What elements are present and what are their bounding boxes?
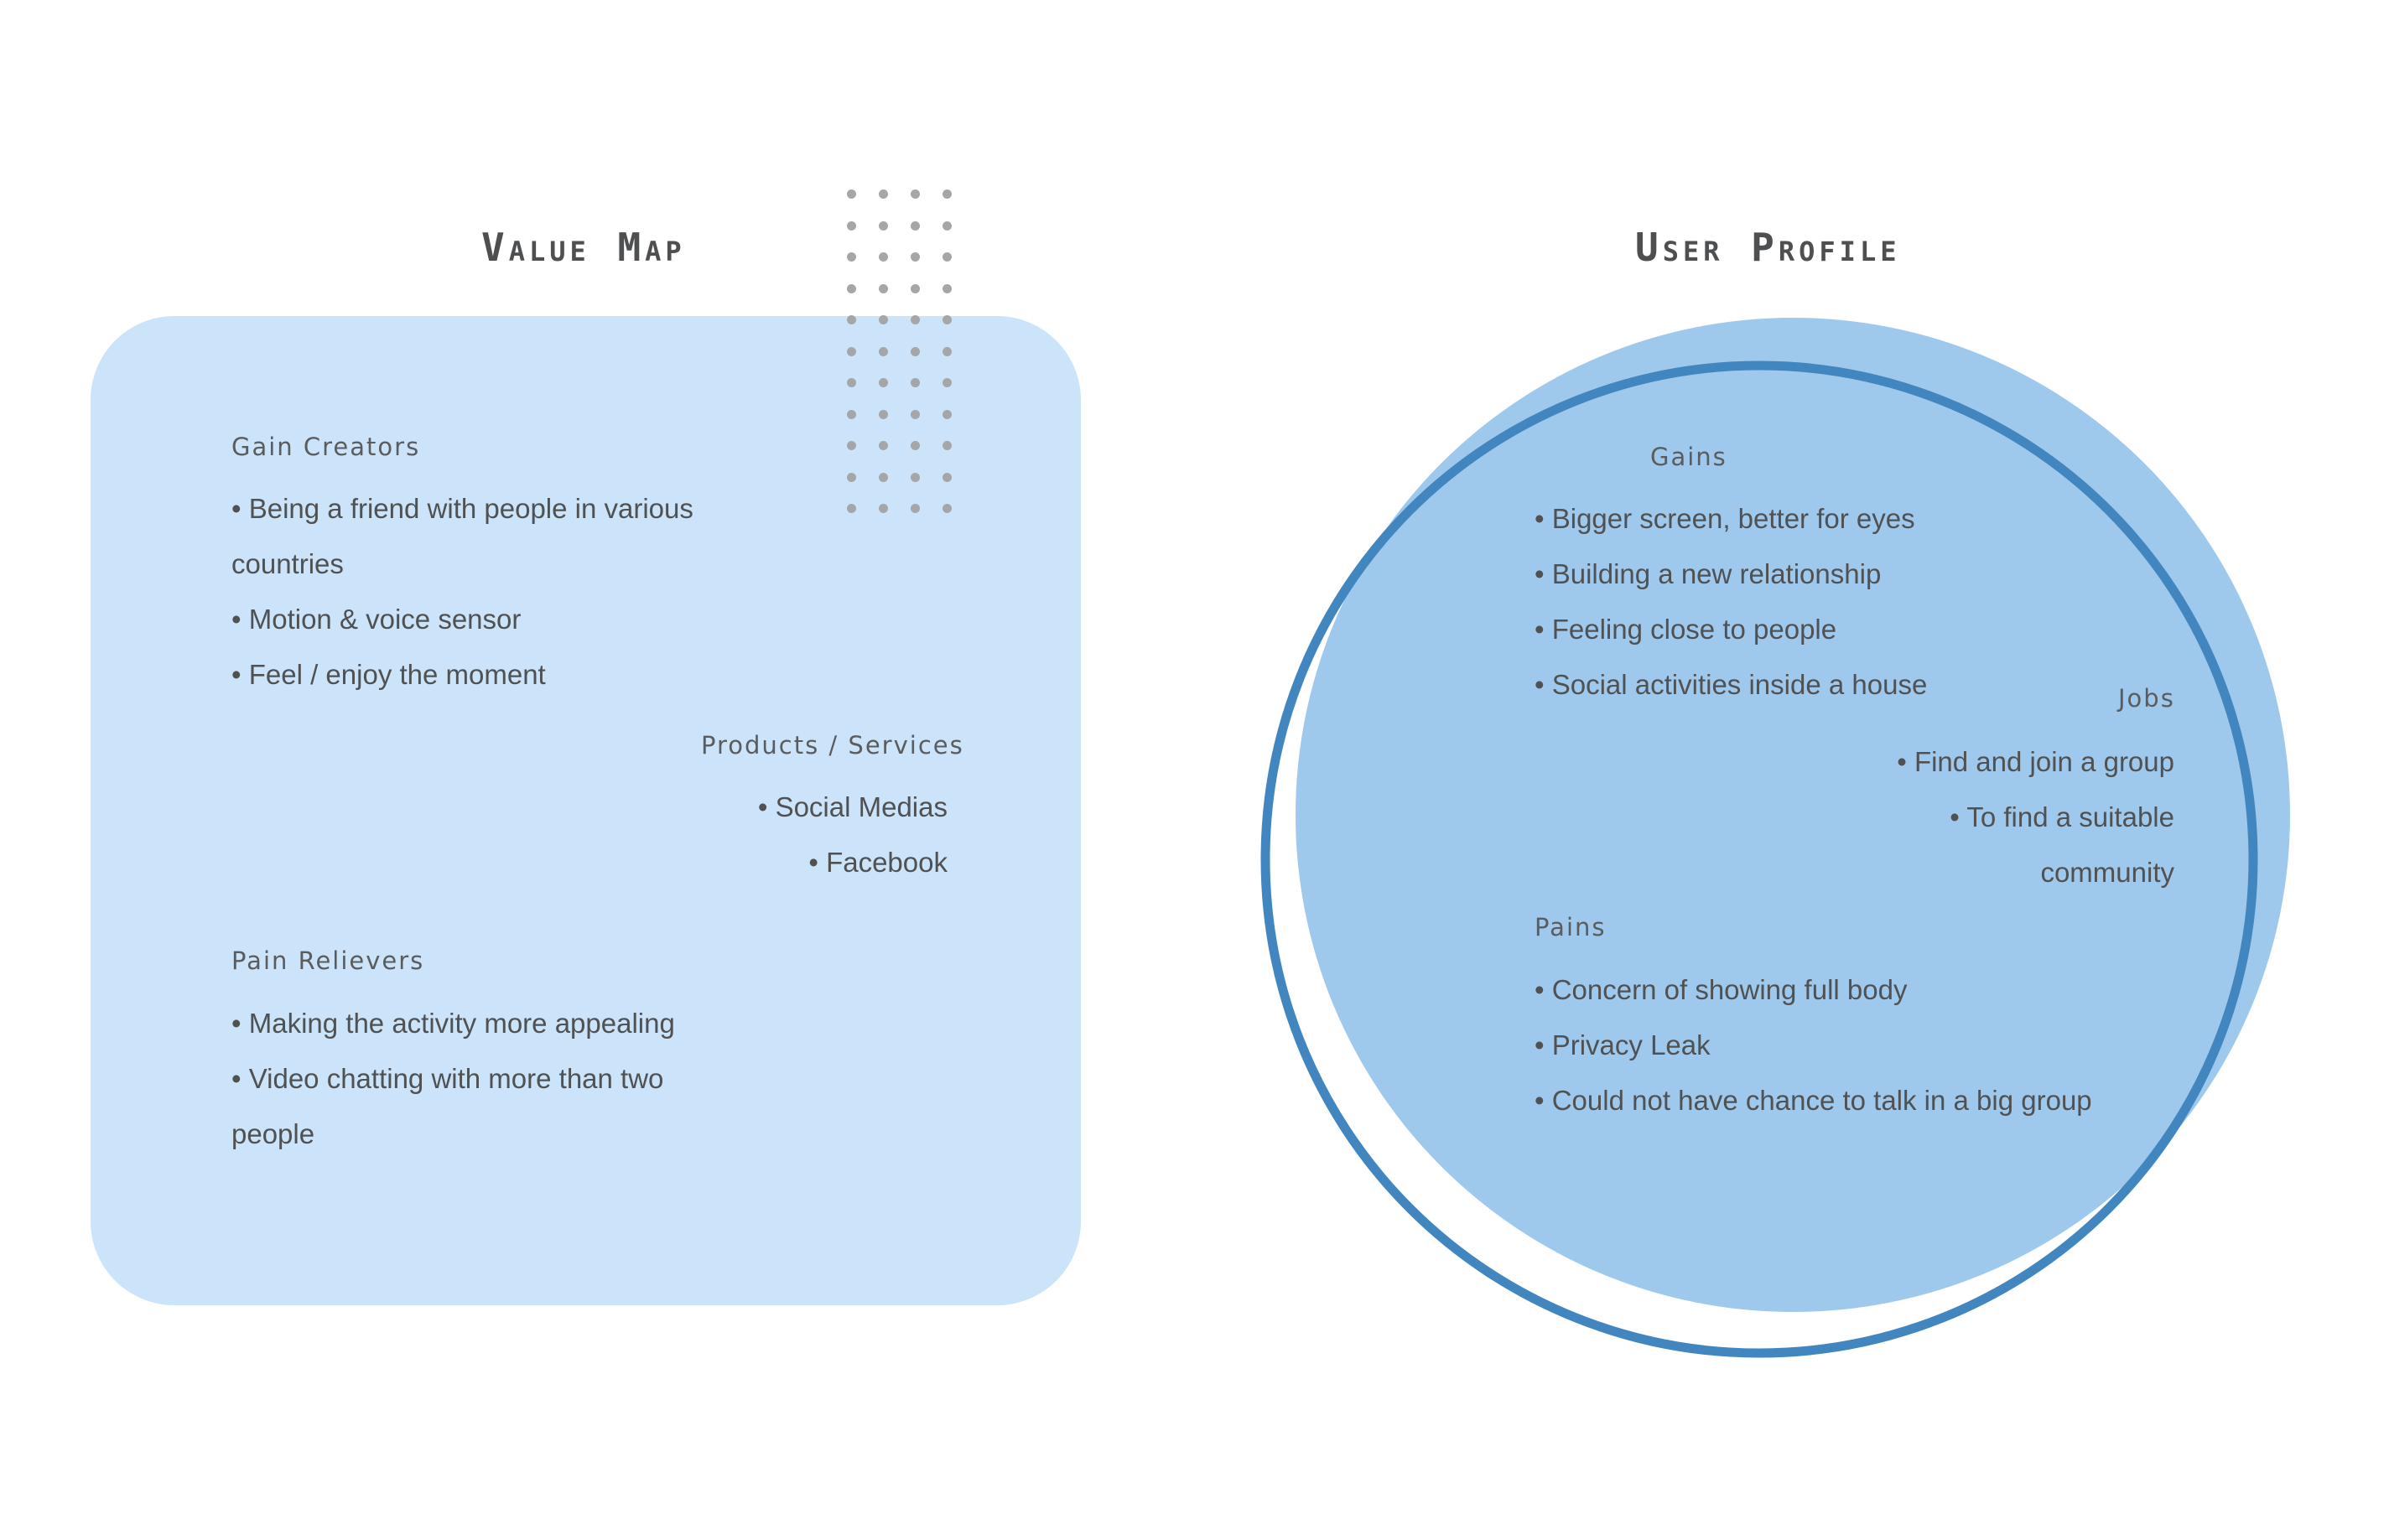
gains-list: • Bigger screen, better for eyes • Build… [1535, 491, 2071, 713]
list-item: • Social activities inside a house [1535, 657, 2071, 713]
decorative-dot [847, 504, 856, 513]
decorative-dot [879, 284, 888, 293]
gain-creators-list: • Being a friend with people in various … [231, 481, 735, 703]
decorative-dot [847, 441, 856, 450]
decorative-dot [943, 410, 952, 419]
decorative-dot [943, 347, 952, 356]
decorative-dot [911, 221, 920, 231]
decorative-dot [943, 189, 952, 199]
pain-relievers-list: • Making the activity more appealing • V… [231, 996, 701, 1162]
decorative-dot [847, 189, 856, 199]
decorative-dot [943, 315, 952, 324]
list-item: • Feel / enjoy the moment [231, 647, 735, 703]
decorative-dot [943, 378, 952, 387]
decorative-dot [847, 347, 856, 356]
decorative-dot [879, 315, 888, 324]
list-item: • To find a suitable community [1851, 790, 2174, 900]
decorative-dot [879, 189, 888, 199]
list-item: • Find and join a group [1851, 734, 2174, 790]
gains-title: Gains [1650, 443, 1727, 471]
gain-creators-title: Gain Creators [231, 433, 420, 461]
list-item: • Being a friend with people in various … [231, 481, 735, 592]
decorative-dot [911, 189, 920, 199]
pain-relievers-title: Pain Relievers [231, 946, 424, 975]
decorative-dot [911, 252, 920, 262]
decorative-dot [879, 473, 888, 482]
list-item: • Facebook [587, 835, 948, 890]
decorative-dot [943, 441, 952, 450]
list-item: • Social Medias [587, 780, 948, 835]
decorative-dot [879, 410, 888, 419]
decorative-dot [847, 315, 856, 324]
list-item: • Building a new relationship [1535, 547, 2071, 602]
jobs-list: • Find and join a group • To find a suit… [1851, 734, 2174, 900]
user-profile-title: User Profile [1635, 225, 1900, 270]
decorative-dot [879, 221, 888, 231]
decorative-dot [911, 284, 920, 293]
list-item: • Feeling close to people [1535, 602, 2071, 657]
decorative-dot [911, 378, 920, 387]
value-map-title: Value Map [481, 225, 686, 270]
decorative-dot [911, 347, 920, 356]
list-item: • Privacy Leak [1535, 1018, 2138, 1073]
decorative-dot [847, 284, 856, 293]
decorative-dot [879, 441, 888, 450]
decorative-dot [943, 284, 952, 293]
decorative-dot [911, 441, 920, 450]
decorative-dot-grid [847, 189, 1015, 542]
list-item: • Motion & voice sensor [231, 592, 735, 647]
decorative-dot [943, 504, 952, 513]
list-item: • Making the activity more appealing [231, 996, 701, 1051]
decorative-dot [847, 378, 856, 387]
list-item: • Bigger screen, better for eyes [1535, 491, 2071, 547]
products-services-list: • Social Medias • Facebook [587, 780, 948, 890]
decorative-dot [943, 252, 952, 262]
decorative-dot [847, 221, 856, 231]
decorative-dot [879, 504, 888, 513]
list-item: • Could not have chance to talk in a big… [1535, 1073, 2138, 1128]
jobs-title: Jobs [2118, 684, 2175, 713]
products-services-title: Products / Services [701, 731, 964, 760]
decorative-dot [847, 473, 856, 482]
decorative-dot [943, 221, 952, 231]
decorative-dot [911, 473, 920, 482]
pains-title: Pains [1535, 913, 1607, 941]
list-item: • Video chatting with more than two peop… [231, 1051, 701, 1162]
decorative-dot [879, 378, 888, 387]
decorative-dot [879, 347, 888, 356]
list-item: • Concern of showing full body [1535, 962, 2138, 1018]
decorative-dot [911, 504, 920, 513]
decorative-dot [943, 473, 952, 482]
decorative-dot [879, 252, 888, 262]
decorative-dot [911, 315, 920, 324]
decorative-dot [847, 252, 856, 262]
decorative-dot [847, 410, 856, 419]
pains-list: • Concern of showing full body • Privacy… [1535, 962, 2138, 1128]
decorative-dot [911, 410, 920, 419]
